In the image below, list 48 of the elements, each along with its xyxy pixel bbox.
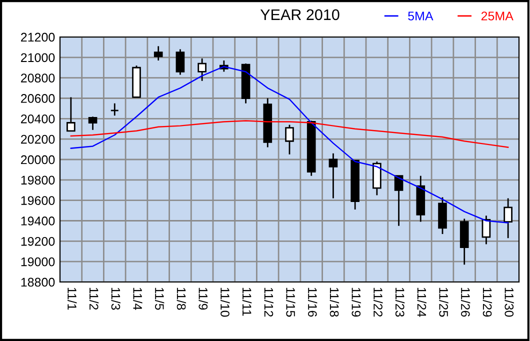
x-tick-label: 11/25 <box>439 288 448 317</box>
y-tick-label: 19600 <box>21 196 55 205</box>
line-series <box>70 120 509 148</box>
y-tick-label: 21200 <box>21 32 55 42</box>
x-tick-label: 11/22 <box>374 288 383 317</box>
x-tick-label: 11/3 <box>111 288 120 310</box>
x-tick-label: 11/4 <box>133 288 142 310</box>
x-tick-label: 11/16 <box>308 288 318 317</box>
candlestick <box>482 214 491 245</box>
x-tick-label: 11/26 <box>461 288 470 317</box>
x-tick-label: 11/12 <box>264 288 274 317</box>
x-tick-label: 11/24 <box>417 288 426 317</box>
y-tick-label: 21000 <box>21 53 55 62</box>
y-tick-label: 20400 <box>21 114 55 124</box>
chart-title: YEAR 2010 <box>260 9 340 20</box>
y-tick-label: 18800 <box>21 278 55 287</box>
y-tick-label: 19000 <box>21 257 55 266</box>
legend-label: 25MA <box>481 12 514 20</box>
x-tick-label: 11/23 <box>395 288 405 317</box>
y-tick-label: 20600 <box>21 94 55 103</box>
y-tick-label: 20000 <box>21 155 55 164</box>
x-tick-label: 11/2 <box>89 288 99 310</box>
y-tick-label: 20200 <box>21 134 55 144</box>
y-tick-label: 20800 <box>21 74 55 82</box>
x-tick-label: 11/15 <box>286 288 296 317</box>
legend-label: 5MA <box>408 12 434 20</box>
candlestick <box>66 96 76 132</box>
x-tick-label: 11/10 <box>220 288 230 317</box>
candlestick <box>394 175 404 227</box>
x-tick-label: 11/29 <box>482 288 492 317</box>
y-tick-label: 19800 <box>21 176 55 185</box>
x-tick-label: 11/9 <box>198 288 208 310</box>
x-tick-label: 11/5 <box>155 288 164 310</box>
candlestick <box>88 116 98 131</box>
x-tick-label: 11/11 <box>242 288 252 316</box>
x-tick-label: 11/19 <box>352 288 361 317</box>
y-tick-label: 19200 <box>21 236 55 246</box>
candlestick <box>176 48 185 76</box>
candlestick <box>198 58 206 82</box>
x-tick-label: 11/30 <box>504 288 514 317</box>
candlestick <box>504 198 512 239</box>
candlestick <box>154 45 163 62</box>
x-tick-label: 11/8 <box>176 288 186 310</box>
y-tick-label: 19400 <box>21 216 55 226</box>
candlestick <box>285 124 294 156</box>
candlestick <box>328 152 338 199</box>
x-tick-label: 11/1 <box>68 288 77 310</box>
x-tick-label: 11/18 <box>330 288 340 317</box>
